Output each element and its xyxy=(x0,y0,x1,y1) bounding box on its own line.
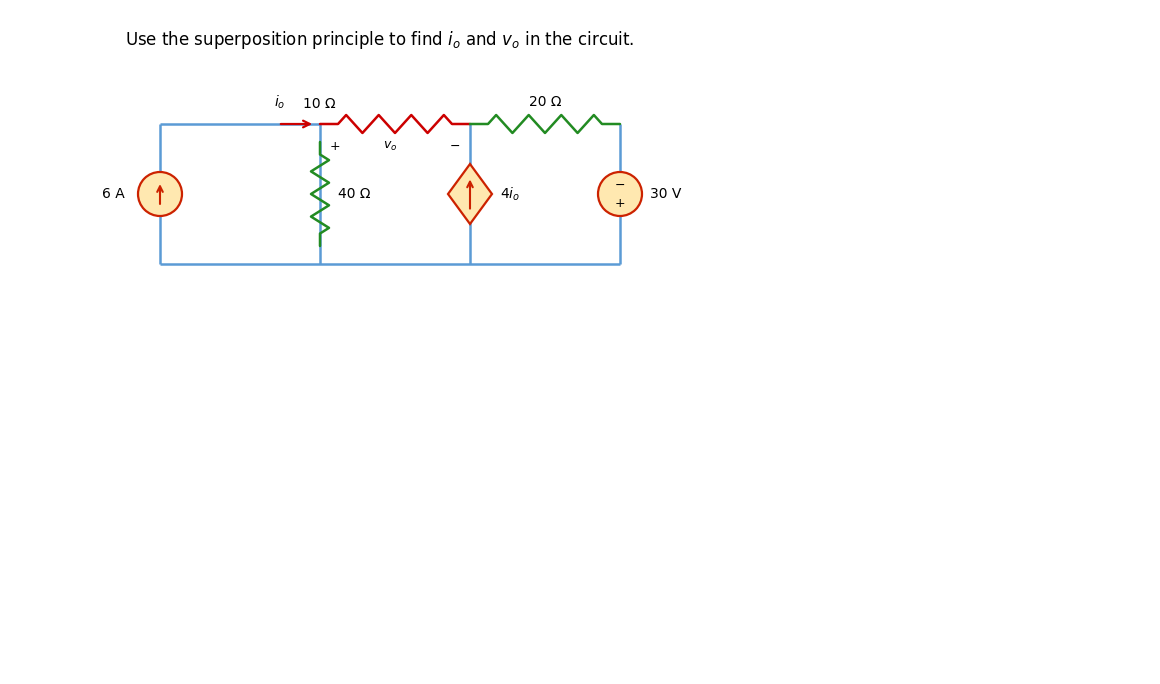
Text: −: − xyxy=(450,140,461,153)
Circle shape xyxy=(138,172,182,216)
Text: Use the superposition principle to find $i_o$ and $v_o$ in the circuit.: Use the superposition principle to find … xyxy=(125,29,635,51)
Polygon shape xyxy=(448,164,492,224)
Text: 20 Ω: 20 Ω xyxy=(529,95,561,109)
Text: $-$: $-$ xyxy=(615,179,625,192)
Text: $+$: $+$ xyxy=(615,197,625,210)
Text: 40 Ω: 40 Ω xyxy=(338,187,370,201)
Text: $v_o$: $v_o$ xyxy=(383,140,397,153)
Circle shape xyxy=(599,172,641,216)
Text: 6 A: 6 A xyxy=(102,187,125,201)
Text: $4i_o$: $4i_o$ xyxy=(500,185,520,202)
Text: +: + xyxy=(329,140,341,153)
Text: 10 Ω: 10 Ω xyxy=(303,97,335,111)
Text: 30 V: 30 V xyxy=(650,187,681,201)
Text: $i_o$: $i_o$ xyxy=(274,94,285,111)
